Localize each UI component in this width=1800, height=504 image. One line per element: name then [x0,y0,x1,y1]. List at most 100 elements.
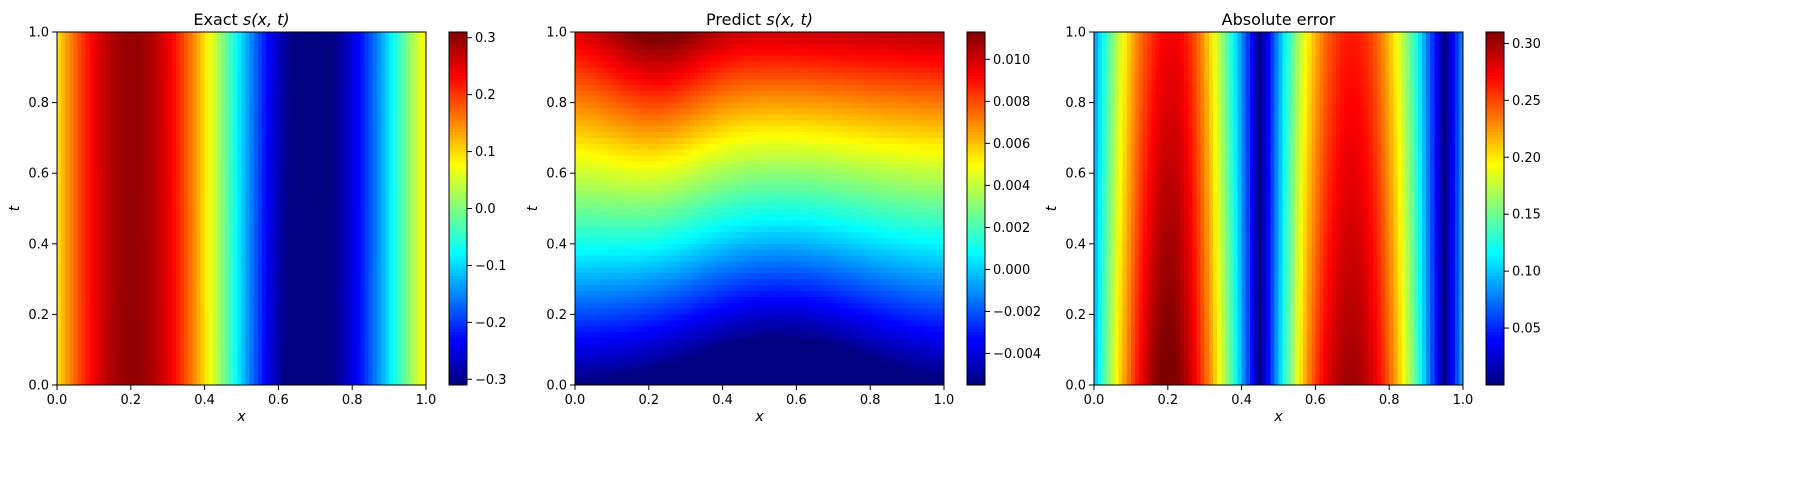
heatmap-cell [65,296,70,304]
heatmap-cell [401,143,407,151]
heatmap-cell [233,32,238,39]
heatmap-cell [77,196,83,204]
heatmap-cell [405,343,411,351]
heatmap-cell [352,279,357,286]
heatmap-cell [212,149,218,157]
heatmap-cell [200,120,206,127]
heatmap-cell [352,349,357,357]
heatmap-cell [237,132,243,139]
heatmap-cell [98,143,103,151]
heatmap-cell [81,114,87,121]
heatmap-cell [114,55,120,63]
heatmap-cell [253,332,259,339]
heatmap-cell [184,108,189,115]
heatmap-cell [77,149,83,157]
heatmap-cell [360,202,366,210]
heatmap-cell [192,120,197,127]
heatmap-cell [233,337,238,345]
heatmap-cell [204,202,210,210]
heatmap-cell [85,267,91,274]
heatmap-cell [122,326,128,333]
heatmap-cell [311,102,316,110]
heatmap-cell [364,114,370,121]
heatmap-cell [397,84,402,92]
heatmap-cell [270,90,275,98]
heatmap-cell [372,137,378,145]
heatmap-cell [245,308,251,315]
heatmap-cell [262,214,267,221]
heatmap-cell [204,79,210,86]
heatmap-cell [344,184,349,192]
heatmap-cell [372,314,378,321]
heatmap-cell [200,179,206,186]
heatmap-cell [151,232,156,239]
heatmap-cell [380,184,386,192]
heatmap-cell [401,161,407,168]
heatmap-cell [184,232,189,239]
heatmap-cell [212,302,218,310]
heatmap-cell [93,43,99,51]
heatmap-cell [303,37,308,45]
heatmap-cell [286,267,292,274]
heatmap-cell [249,273,255,280]
heatmap-cell [61,43,66,51]
heatmap-cell [331,302,337,310]
heatmap-cell [286,343,292,351]
heatmap-cell [270,108,275,115]
heatmap-cell [139,43,144,51]
heatmap-cell [225,108,230,115]
heatmap-cell [110,96,115,104]
heatmap-cell [61,120,66,127]
heatmap-cell [360,108,366,115]
heatmap-cell [307,343,312,351]
heatmap-cell [216,90,222,98]
heatmap-cell [401,279,407,286]
heatmap-cell [389,84,394,92]
heatmap-cell [380,284,386,292]
heatmap-cell [262,73,267,80]
heatmap-cell [389,55,394,63]
heatmap-cell [405,349,411,357]
heatmap-cell [376,320,382,327]
heatmap-cell [319,296,325,304]
heatmap-cell [155,326,161,333]
heatmap-cell [249,237,255,245]
heatmap-cell [118,226,124,233]
heatmap-cell [147,55,152,63]
heatmap-cell [188,326,193,333]
heatmap-cell [233,43,238,51]
heatmap-cell [364,208,370,215]
heatmap-cell [298,102,304,110]
heatmap-cell [331,214,337,221]
heatmap-cell [229,273,234,280]
heatmap-cell [85,143,91,151]
heatmap-cell [421,320,427,327]
heatmap-cell [110,190,115,198]
heatmap-cell [262,79,267,86]
heatmap-cell [184,73,189,80]
heatmap-cell [278,302,284,310]
heatmap-cell [163,196,169,204]
heatmap-cell [257,61,263,68]
heatmap-cell [401,243,407,251]
heatmap-cell [204,326,210,333]
heatmap-cell [204,208,210,215]
heatmap-cell [155,249,161,257]
heatmap-cell [184,49,189,57]
heatmap-cell [385,226,390,233]
heatmap-cell [130,208,136,215]
heatmap-cell [147,155,152,163]
heatmap-cell [151,208,156,215]
heatmap-cell [262,314,267,321]
heatmap-cell [175,355,181,363]
heatmap-cell [204,261,210,268]
heatmap-cell [98,243,103,251]
heatmap-cell [274,232,279,239]
heatmap-cell [98,349,103,357]
heatmap-cell [253,179,259,186]
heatmap-cell [93,290,99,298]
heatmap-cell [212,190,218,198]
heatmap-cell [282,261,288,268]
heatmap-cell [118,155,124,163]
heatmap-cell [368,337,374,345]
